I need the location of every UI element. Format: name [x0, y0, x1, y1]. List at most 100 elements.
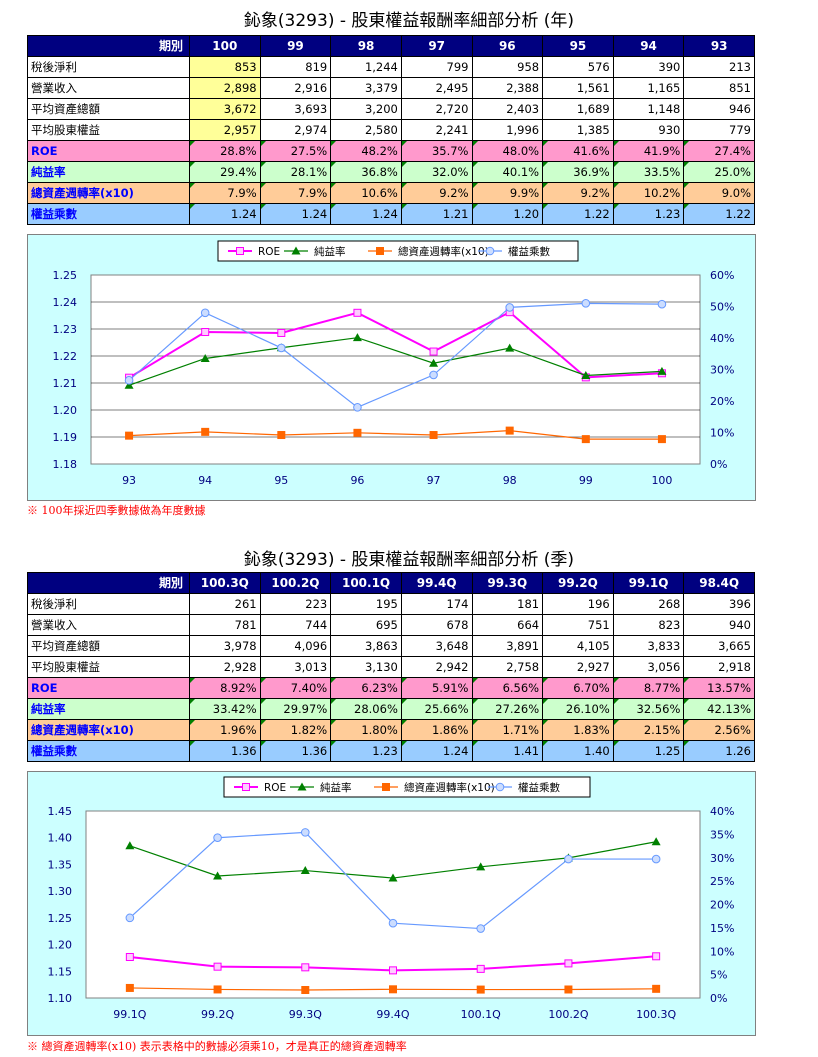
table-cell: 36.9%	[542, 161, 614, 183]
data-point	[429, 347, 438, 356]
data-point	[200, 308, 210, 318]
quarterly-chart-svg: 1.10 1.15 1.20 1.25 1.30 1.35 1.40 1.45 0% 5% 10% 1…	[48, 776, 734, 1021]
data-point	[124, 380, 134, 389]
table-cell: 851	[683, 77, 755, 99]
data-point	[581, 435, 590, 444]
right-axis-tick-label: 5%	[710, 969, 727, 982]
data-point	[200, 353, 210, 362]
x-axis-tick-label: 99.1Q	[113, 1008, 146, 1021]
table-cell: 1.24	[400, 740, 473, 762]
table-cell: 174	[400, 593, 473, 615]
legend: ROE 純益率 總資產週轉率(x10) 權益乘數	[223, 776, 591, 798]
x-axis-tick-label: 99.4Q	[376, 1008, 409, 1021]
right-axis-tick-label: 50%	[710, 301, 734, 314]
x-axis-tick-label: 100.2Q	[548, 1008, 588, 1021]
x-axis-tick-label: 100.3Q	[636, 1008, 676, 1021]
quarterly-title: 鈊象(3293) - 股東權益報酬率細部分析 (季)	[243, 550, 575, 570]
data-point	[657, 435, 666, 444]
data-point	[291, 246, 301, 255]
data-point	[301, 963, 310, 972]
table-row: 稅後淨利 853 819 1,244 799 958 576 390 213	[27, 56, 755, 78]
data-point	[353, 308, 362, 317]
data-point	[505, 426, 514, 435]
table-cell: 2,495	[400, 77, 473, 99]
x-axis-tick-label: 99.3Q	[289, 1008, 322, 1021]
period-header: 97	[400, 35, 473, 57]
left-axis-tick-label: 1.18	[53, 458, 78, 471]
data-point	[505, 343, 515, 352]
table-cell: 196	[542, 593, 614, 615]
data-point	[201, 328, 210, 337]
data-point	[389, 985, 397, 994]
table-cell: 27.4%	[683, 140, 755, 162]
data-point	[301, 986, 310, 995]
table-cell: 7.40%	[259, 677, 332, 699]
table-cell: 853	[189, 56, 261, 78]
table-cell: 2,928	[189, 656, 261, 678]
period-header: 99.3Q	[471, 572, 544, 594]
table-cell: 7.9%	[189, 182, 261, 204]
table-cell: 6.56%	[471, 677, 544, 699]
table-cell: 678	[400, 614, 473, 636]
legend-label: ROE	[264, 782, 286, 794]
x-axis-tick-label: 100.1Q	[461, 1008, 501, 1021]
data-point	[213, 833, 222, 843]
table-cell: 268	[612, 593, 685, 615]
table-cell: 3,672	[189, 98, 261, 120]
table-cell: 1,148	[612, 98, 685, 120]
period-header: 98.4Q	[683, 572, 755, 594]
data-point	[657, 366, 667, 375]
row-label: 權益乘數	[27, 203, 190, 225]
data-point	[353, 428, 362, 437]
table-cell: 181	[471, 593, 544, 615]
row-label: 平均資產總額	[27, 98, 190, 120]
table-cell: 27.5%	[259, 140, 332, 162]
table-cell: 823	[612, 614, 685, 636]
legend-label: 純益率	[314, 245, 346, 258]
table-cell: 10.2%	[612, 182, 685, 204]
data-point	[476, 924, 486, 933]
row-label: 權益乘數	[27, 740, 190, 762]
data-point	[581, 299, 591, 308]
row-label: 平均股東權益	[27, 656, 190, 678]
table-cell: 3,200	[330, 98, 402, 120]
table-row: 純益率 33.42% 29.97% 28.06% 25.66% 27.26% 26.10% 3…	[27, 698, 755, 720]
row-label: 純益率	[27, 161, 190, 183]
table-cell: 8.92%	[189, 677, 261, 699]
data-point	[389, 966, 397, 975]
period-header: 98	[330, 35, 402, 57]
x-axis-tick-label: 95	[274, 474, 288, 487]
left-axis-tick-label: 1.25	[53, 269, 78, 282]
table-cell: 1.24	[189, 203, 261, 225]
table-cell: 930	[612, 119, 685, 141]
table-cell: 2,918	[683, 656, 755, 678]
table-cell: 29.4%	[189, 161, 261, 183]
right-axis-tick-label: 30%	[710, 852, 734, 865]
table-cell: 2.56%	[683, 719, 755, 741]
series-line	[128, 337, 662, 386]
left-axis-tick-label: 1.24	[53, 296, 78, 309]
period-header: 95	[542, 35, 614, 57]
annual-chart: 1.18 1.19 1.20 1.21 1.22 1.23 1.24 1.25 0% 10% 20%…	[27, 234, 756, 501]
data-point	[581, 370, 591, 379]
legend-box	[223, 776, 591, 798]
table-cell: 3,056	[612, 656, 685, 678]
period-header: 94	[612, 35, 685, 57]
table-row: 營業收入 781 744 695 678 664 751 823 940	[27, 614, 755, 636]
x-axis-tick-label: 94	[198, 474, 212, 487]
table-cell: 9.9%	[471, 182, 544, 204]
table-cell: 42.13%	[683, 698, 755, 720]
table-row: ROE 28.8% 27.5% 48.2% 35.7% 48.0% 41.6% 41.9% 27…	[27, 140, 755, 162]
legend-label: 權益乘數	[508, 245, 550, 258]
table-cell: 958	[471, 56, 544, 78]
data-point	[300, 828, 310, 837]
data-point	[388, 918, 398, 928]
row-label: 營業收入	[27, 77, 190, 99]
left-axis-tick-label: 1.20	[48, 939, 73, 952]
table-cell: 3,863	[330, 635, 402, 657]
table-cell: 1.25	[612, 740, 685, 762]
table-cell: 4,096	[259, 635, 332, 657]
series-3	[125, 828, 661, 933]
table-cell: 664	[471, 614, 544, 636]
table-cell: 1,244	[330, 56, 402, 78]
